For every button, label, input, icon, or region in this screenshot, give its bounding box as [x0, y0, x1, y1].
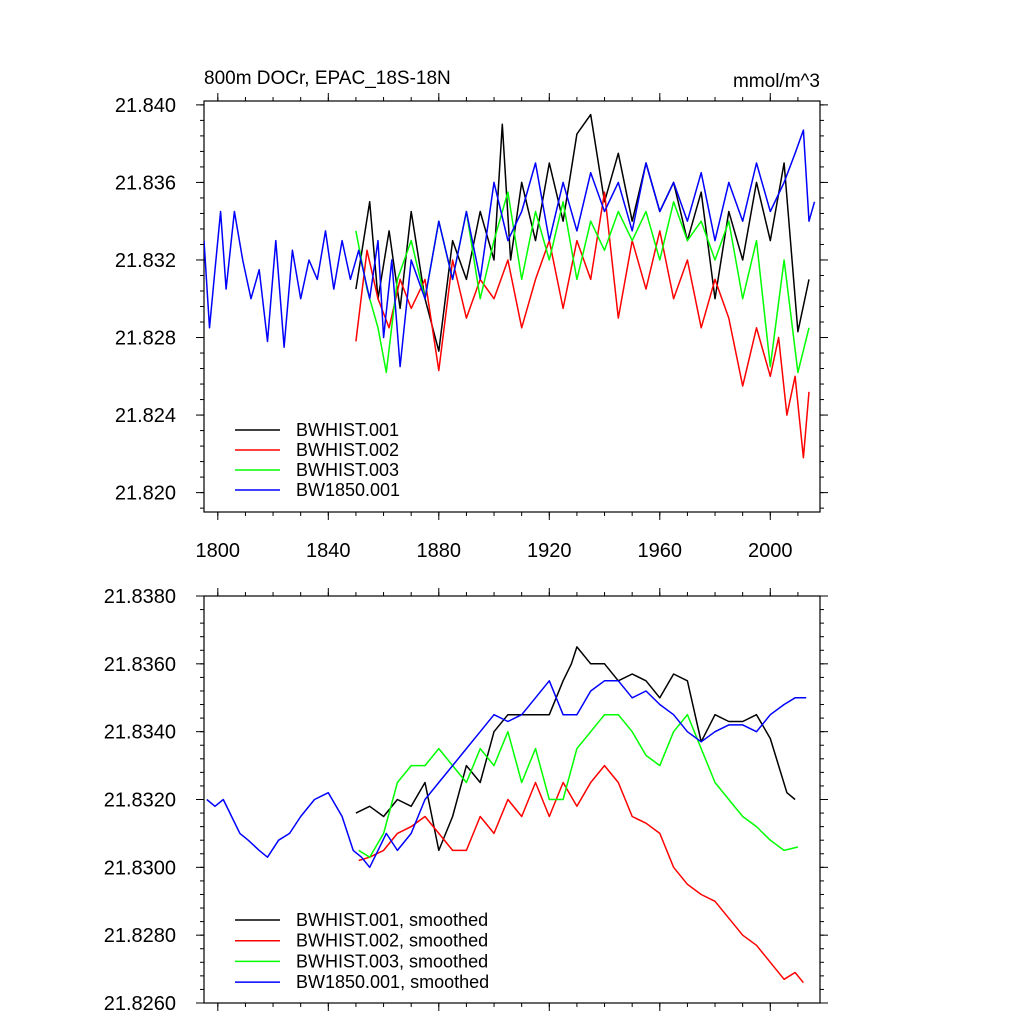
- series-group: [206, 646, 807, 984]
- series-line-bw1850-001: [204, 129, 816, 368]
- y-tick-label: 21.8300: [104, 857, 176, 879]
- series-group: [204, 113, 816, 459]
- y-tick-label: 21.832: [115, 250, 176, 272]
- x-tick-label: 1840: [306, 540, 351, 562]
- y-tick-label: 21.8380: [104, 586, 176, 608]
- y-tick-label: 21.8260: [104, 993, 176, 1015]
- legend-label: BWHIST.001: [296, 420, 399, 440]
- top-panel-chart: 21.820 21.824 21.828 21.832 21.836 21.840 1800…: [115, 68, 828, 562]
- series-line-bwhist-002: [355, 191, 810, 459]
- y-tick-label: 21.836: [115, 172, 176, 194]
- legend-label: BWHIST.003: [296, 460, 399, 480]
- y-tick-label: 21.828: [115, 328, 176, 350]
- x-tick-label: 1800: [196, 540, 241, 562]
- series-line-bwhist-001: [355, 113, 810, 352]
- y-tick-label: 21.824: [115, 405, 176, 427]
- legend-label: BWHIST.002, smoothed: [296, 931, 488, 951]
- y-tick-label: 21.8280: [104, 925, 176, 947]
- series-line-bwhist-003: [355, 191, 810, 374]
- bottom-panel-chart: 21.8260 21.8280 21.8300 21.8320 21.8340 21.83…: [104, 586, 828, 1015]
- y-tick-label: 21.8360: [104, 654, 176, 676]
- x-tick-label: 2000: [748, 540, 793, 562]
- series-line-bw1850-001-smoothed: [206, 680, 807, 869]
- chart-title: 800m DOCr, EPAC_18S-18N: [204, 68, 451, 89]
- series-line-bwhist-001-smoothed: [355, 646, 796, 852]
- units-label: mmol/m^3: [733, 71, 820, 92]
- series-line-bwhist-003-smoothed: [358, 713, 799, 858]
- x-tick-label: 1880: [417, 540, 462, 562]
- legend-label: BW1850.001: [296, 480, 400, 500]
- x-tick-label: 1960: [638, 540, 683, 562]
- legend-label: BWHIST.002: [296, 440, 399, 460]
- y-tick-label: 21.8340: [104, 722, 176, 744]
- legend-label: BWHIST.003, smoothed: [296, 951, 488, 971]
- legend-label: BW1850.001, smoothed: [296, 972, 489, 992]
- y-tick-label: 21.8320: [104, 790, 176, 812]
- legend-label: BWHIST.001, smoothed: [296, 910, 488, 930]
- series-line-bwhist-002-smoothed: [358, 764, 804, 984]
- y-tick-label: 21.820: [115, 483, 176, 505]
- x-tick-label: 1920: [527, 540, 572, 562]
- y-tick-label: 21.840: [115, 95, 176, 117]
